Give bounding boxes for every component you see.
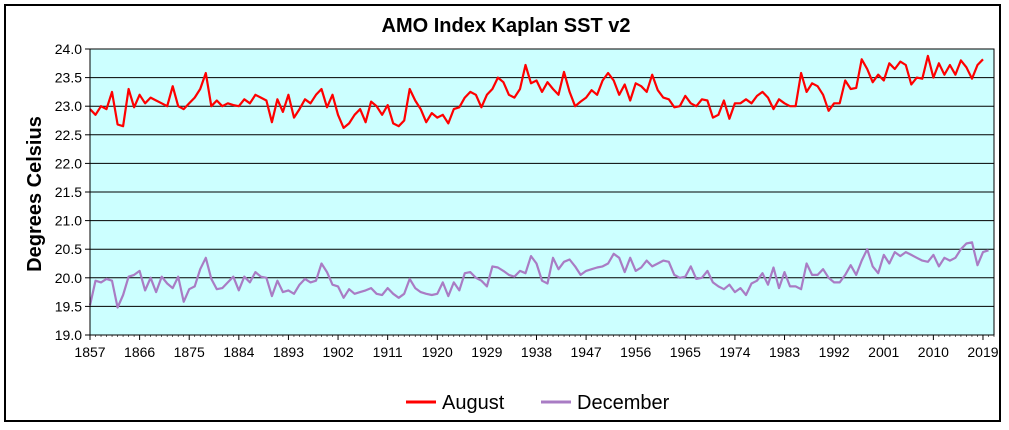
y-tick-label: 21.0 [55, 213, 82, 229]
y-tick-label: 22.0 [55, 155, 82, 171]
x-tick-label: 1929 [471, 344, 502, 360]
line-chart: AMO Index Kaplan SST v2 19.0 19.5 20.0 20.5… [24, 15, 999, 414]
x-tick-label: 1866 [124, 344, 155, 360]
series-layer [88, 54, 989, 309]
x-tick-label: 1875 [174, 344, 205, 360]
y-axis-label: Degrees Celsius [24, 116, 46, 272]
legend-item-december: December [541, 392, 670, 414]
x-tick-label: 1893 [273, 344, 304, 360]
y-axis: 19.0 19.5 20.0 20.5 21.0 21.5 22.0 22.5 23.0 23.5… [55, 41, 90, 343]
y-tick-label: 20.5 [55, 241, 82, 257]
x-tick-label: 1911 [373, 344, 403, 360]
x-tick-label: 1974 [719, 344, 750, 360]
x-tick-label: 2001 [868, 344, 899, 360]
x-tick-label: 1938 [521, 344, 552, 360]
x-tick-label: 1992 [819, 344, 850, 360]
y-tick-label: 19.0 [55, 327, 82, 343]
legend-label: December [577, 392, 670, 414]
series-line-december [88, 241, 989, 309]
legend: August December [406, 392, 670, 414]
x-tick-label: 1902 [322, 344, 353, 360]
y-tick-label: 19.5 [55, 298, 82, 314]
x-tick-label: 1965 [670, 344, 701, 360]
x-tick-label: 1920 [422, 344, 453, 360]
x-axis: 1857 1866 1875 1884 1893 1902 1911 1920 1929 1938… [74, 335, 999, 360]
y-tick-label: 24.0 [55, 41, 82, 57]
y-tick-label: 23.5 [55, 70, 82, 86]
y-tick-label: 20.0 [55, 270, 82, 286]
y-tick-label: 22.5 [55, 127, 82, 143]
legend-label: August [442, 392, 505, 414]
x-tick-label: 1983 [769, 344, 800, 360]
x-tick-label: 1956 [620, 344, 651, 360]
chart-frame: AMO Index Kaplan SST v2 19.0 19.5 20.0 20.5… [4, 4, 1001, 422]
y-tick-label: 23.0 [55, 98, 82, 114]
x-tick-label: 2010 [918, 344, 949, 360]
x-tick-label: 1884 [223, 344, 254, 360]
legend-item-august: August [406, 392, 505, 414]
series-line-august [89, 54, 984, 130]
x-tick-label: 2019 [967, 344, 998, 360]
chart-title: AMO Index Kaplan SST v2 [382, 15, 631, 37]
x-tick-label: 1947 [571, 344, 602, 360]
x-tick-label: 1857 [74, 344, 105, 360]
y-tick-label: 21.5 [55, 184, 82, 200]
